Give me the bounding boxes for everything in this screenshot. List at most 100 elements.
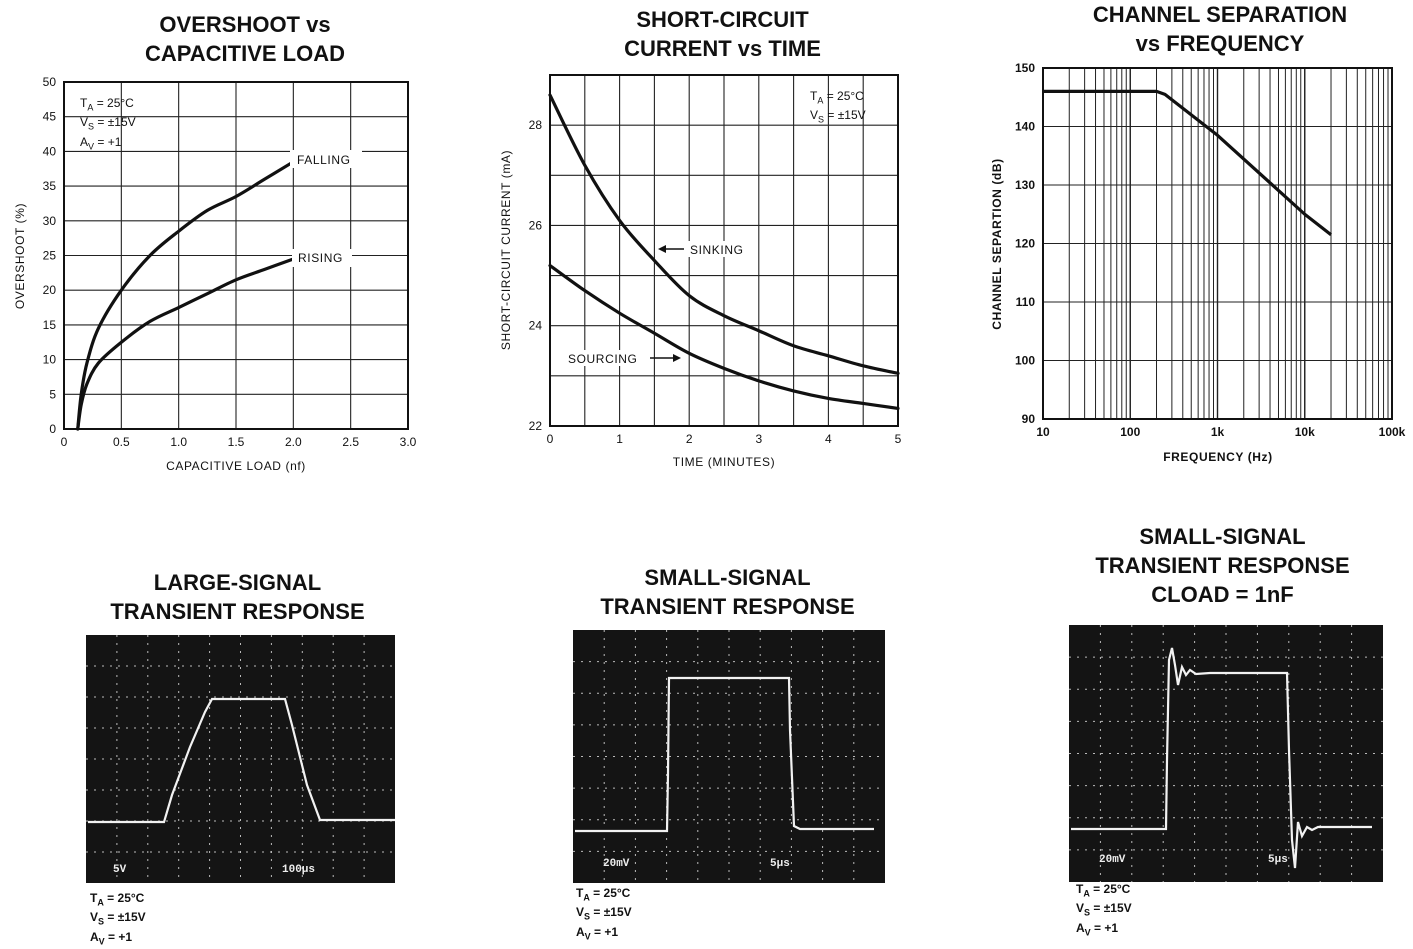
small-signal-title: SMALL-SIGNAL TRANSIENT RESPONSE xyxy=(600,565,855,619)
condition-line: VS = ±15V xyxy=(80,115,136,132)
x-tick-label: 3.0 xyxy=(400,435,417,449)
y-tick-label: 45 xyxy=(43,110,57,124)
channel-sep-chart: 10 100 1k 10k 100k 90 100 110 120 130 140 150 FREQU… xyxy=(990,61,1406,464)
x-tick-label: 2.5 xyxy=(342,435,359,449)
x-tick-label: 0.5 xyxy=(113,435,130,449)
y-tick-label: 28 xyxy=(529,118,543,132)
channel-sep-chart-title: CHANNEL SEPARATION vs FREQUENCY xyxy=(1092,2,1348,56)
condition-line: VS = ±15V xyxy=(810,108,866,125)
condition-line: AV = +1 xyxy=(1076,920,1119,938)
short-circuit-series xyxy=(548,93,900,411)
large-signal-title: LARGE-SIGNAL TRANSIENT RESPONSE xyxy=(110,570,365,624)
y-tick-label: 150 xyxy=(1015,61,1035,75)
series-line-sourcing xyxy=(548,263,900,411)
large-signal-conditions: TA = 25°C VS = ±15V AV = +1 xyxy=(90,891,146,949)
y-tick-label: 25 xyxy=(43,249,57,263)
condition-line: VS = ±15V xyxy=(576,905,632,922)
x-tick-label: 100 xyxy=(1120,425,1140,439)
x-tick-label: 4 xyxy=(825,432,832,446)
overshoot-series xyxy=(76,160,295,431)
x-tick-label: 1.0 xyxy=(170,435,187,449)
short-circuit-chart: 0 1 2 3 4 5 22 24 26 28 TIME (MINUTES) SHORT-CIRC… xyxy=(499,74,902,469)
x-tick-label: 0 xyxy=(61,435,68,449)
channel-sep-y-axis-label: CHANNEL SEPARTION (dB) xyxy=(990,158,1004,329)
y-tick-label: 35 xyxy=(43,179,57,193)
y-tick-label: 24 xyxy=(529,319,543,333)
y-tick-label: 22 xyxy=(529,419,543,433)
short-circuit-x-axis-label: TIME (MINUTES) xyxy=(673,455,775,469)
condition-line: TA = 25°C xyxy=(90,891,145,908)
condition-line: AV = +1 xyxy=(90,929,133,947)
sourcing-series-label: SOURCING xyxy=(568,352,637,366)
small-signal-trace xyxy=(575,676,874,833)
channel-sep-x-axis-label: FREQUENCY (Hz) xyxy=(1163,450,1273,464)
short-circuit-plot-frame xyxy=(549,74,899,427)
y-tick-label: 26 xyxy=(529,218,543,232)
condition-line: TA = 25°C xyxy=(1076,882,1131,899)
series-line-falling xyxy=(76,160,295,431)
rising-label-bg xyxy=(292,249,352,267)
x-tick-label: 1 xyxy=(616,432,623,446)
x-tick-label: 10k xyxy=(1295,425,1315,439)
condition-line: TA = 25°C xyxy=(80,96,134,113)
y-tick-label: 90 xyxy=(1022,412,1036,426)
condition-line: VS = ±15V xyxy=(90,910,146,927)
small-signal-cload-volt-scale: 20mV xyxy=(1099,854,1126,866)
x-tick-label: 1.5 xyxy=(228,435,245,449)
condition-line: TA = 25°C xyxy=(810,89,864,106)
sinking-label-bg xyxy=(686,241,754,257)
overshoot-chart-title: OVERSHOOT vs CAPACITIVE LOAD xyxy=(144,12,346,66)
condition-line: AV = +1 xyxy=(576,924,619,942)
condition-line: AV = +1 xyxy=(80,134,122,152)
x-tick-label: 2.0 xyxy=(285,435,302,449)
short-circuit-ticks: 0 1 2 3 4 5 22 24 26 28 xyxy=(529,118,902,446)
overshoot-chart: 0 0.5 1.0 1.5 2.0 2.5 3.005101520253035404550 … xyxy=(13,75,417,473)
small-signal-cload-scope: 20mV 5μs xyxy=(1069,625,1383,882)
y-tick-label: 10 xyxy=(43,353,57,367)
channel-sep-grid xyxy=(1043,68,1392,419)
y-tick-label: 120 xyxy=(1015,237,1035,251)
x-tick-label: 10 xyxy=(1036,425,1050,439)
small-signal-volt-scale: 20mV xyxy=(603,858,630,870)
large-signal-volt-scale: 5V xyxy=(113,864,127,876)
large-signal-time-scale: 100μs xyxy=(282,864,315,876)
condition-line: VS = ±15V xyxy=(1076,901,1132,918)
series-line-sinking xyxy=(548,93,900,375)
overshoot-ticks: 0 0.5 1.0 1.5 2.0 2.5 3.0 0 5 10 15 20 25 30 35 40 45 50 xyxy=(43,75,417,449)
overshoot-y-axis-label: OVERSHOOT (%) xyxy=(13,203,27,309)
y-tick-label: 20 xyxy=(43,283,57,297)
falling-series-label: FALLING xyxy=(297,153,351,167)
large-signal-scope: 5V 100μs xyxy=(86,635,395,883)
condition-line: TA = 25°C xyxy=(576,886,631,903)
x-tick-label: 1k xyxy=(1211,425,1225,439)
scope-screen xyxy=(86,635,395,883)
small-signal-cload-title: SMALL-SIGNAL TRANSIENT RESPONSE CLOAD = … xyxy=(1095,524,1350,607)
sinking-arrowhead xyxy=(658,245,666,253)
y-tick-label: 100 xyxy=(1015,354,1035,368)
y-tick-label: 0 xyxy=(49,422,56,436)
y-tick-label: 15 xyxy=(43,318,57,332)
y-tick-label: 140 xyxy=(1015,120,1035,134)
small-signal-time-scale: 5μs xyxy=(770,858,790,870)
channel-sep-ticks: 10 100 1k 10k 100k 90 100 110 120 130 140 150 xyxy=(1015,61,1406,439)
y-tick-label: 40 xyxy=(43,144,57,158)
y-tick-label: 50 xyxy=(43,75,57,89)
overshoot-plot-frame xyxy=(63,81,409,430)
small-signal-cload-conditions: TA = 25°C VS = ±15V AV = +1 xyxy=(1076,882,1132,940)
x-tick-label: 5 xyxy=(895,432,902,446)
overshoot-conditions: TA = 25°C VS = ±15V AV = +1 xyxy=(80,96,136,154)
short-circuit-grid xyxy=(550,75,898,426)
short-circuit-conditions: TA = 25°C VS = ±15V xyxy=(810,89,866,128)
x-tick-label: 3 xyxy=(755,432,762,446)
y-tick-label: 110 xyxy=(1016,295,1036,309)
small-signal-scope: 20mV 5μs xyxy=(573,630,885,883)
falling-label-bg xyxy=(290,150,362,168)
y-tick-label: 5 xyxy=(49,387,56,401)
short-circuit-y-axis-label: SHORT-CIRCUIT CURRENT (mA) xyxy=(499,150,513,350)
y-tick-label: 30 xyxy=(43,214,57,228)
sourcing-arrowhead xyxy=(673,354,681,362)
overshoot-x-axis-label: CAPACITIVE LOAD (nf) xyxy=(166,459,306,473)
x-tick-label: 0 xyxy=(547,432,554,446)
x-tick-label: 2 xyxy=(686,432,693,446)
